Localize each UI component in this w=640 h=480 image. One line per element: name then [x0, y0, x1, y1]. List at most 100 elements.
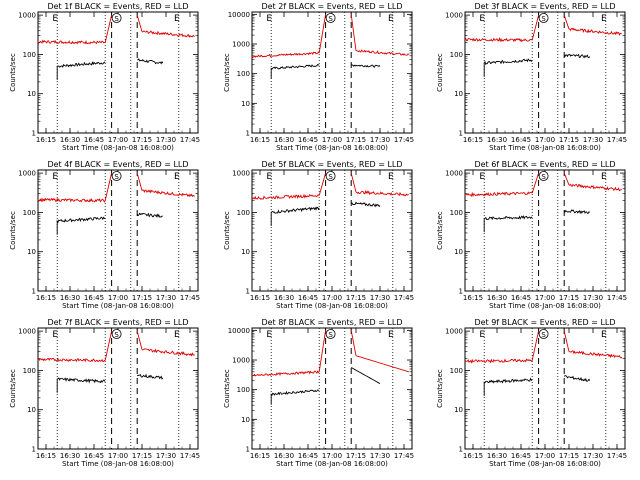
x-tick-label: 16:15 — [36, 294, 56, 302]
events-line — [351, 64, 381, 68]
panel-title: Det 7f BLACK = Events, RED = LLD — [47, 318, 188, 327]
plot-frame — [37, 169, 199, 292]
lld-line — [104, 14, 113, 43]
lld-line — [251, 51, 320, 59]
lld-line — [464, 191, 533, 198]
x-tick-label: 17:15 — [132, 452, 152, 460]
y-tick-label: 100 — [450, 51, 463, 59]
x-tick-label: 16:45 — [511, 136, 531, 144]
lld-line — [350, 172, 357, 193]
lld-line — [569, 27, 623, 37]
s-marker-circle — [325, 171, 336, 181]
s-marker: S — [328, 173, 333, 181]
lld-line — [37, 39, 106, 45]
lld-line — [37, 357, 106, 363]
y-tick-label: 1 — [246, 446, 250, 454]
s-marker: S — [328, 331, 333, 339]
panel-9: Det 9f BLACK = Events, RED = LLD 1 10 100 10… — [436, 318, 627, 468]
s-marker-circle — [538, 171, 549, 181]
x-tick-label: 17:15 — [346, 136, 366, 144]
y-tick-label: 1 — [32, 130, 36, 138]
y-tick-label: 100 — [23, 367, 36, 375]
x-tick-label: 17:45 — [180, 294, 200, 302]
y-axis-label: Counts/sec — [436, 53, 444, 92]
y-tick-label: 10 — [454, 406, 463, 414]
x-tick-label: 16:30 — [60, 136, 80, 144]
e-marker: E — [601, 330, 607, 340]
x-tick-label: 16:30 — [274, 136, 294, 144]
x-axis-label: Start Time (08-Jan-08 16:08:00) — [276, 302, 388, 310]
s-marker-circle — [111, 171, 122, 181]
e-marker: E — [52, 14, 58, 24]
y-axis-label: Counts/sec — [223, 369, 231, 408]
x-tick-label: 16:15 — [36, 452, 56, 460]
x-tick-label: 16:15 — [463, 294, 483, 302]
lld-line — [355, 189, 409, 197]
x-axis-label: Start Time (08-Jan-08 16:08:00) — [276, 460, 388, 468]
y-tick-label: 10000 — [228, 327, 250, 335]
y-tick-label: 1 — [459, 288, 463, 296]
y-axis-label: Counts/sec — [9, 211, 17, 250]
y-axis-label: Counts/sec — [223, 211, 231, 250]
panel-title: Det 3f BLACK = Events, RED = LLD — [474, 2, 615, 11]
s-marker: S — [541, 173, 546, 181]
panel-title: Det 6f BLACK = Events, RED = LLD — [474, 160, 615, 169]
x-tick-label: 17:45 — [180, 452, 200, 460]
panel-title: Det 5f BLACK = Events, RED = LLD — [261, 160, 402, 169]
y-tick-label: 1000 — [18, 328, 36, 336]
y-tick-label: 100 — [23, 51, 36, 59]
y-tick-label: 1000 — [18, 170, 36, 178]
e-marker: E — [52, 172, 58, 182]
y-axis-label: Counts/sec — [436, 369, 444, 408]
x-tick-label: 17:45 — [394, 136, 414, 144]
panel-3: Det 3f BLACK = Events, RED = LLD 1 10 100 10… — [436, 2, 627, 152]
events-line — [270, 389, 320, 405]
e-marker: E — [479, 330, 485, 340]
x-tick-label: 16:45 — [298, 136, 318, 144]
x-tick-label: 17:30 — [156, 452, 176, 460]
x-tick-label: 16:45 — [84, 294, 104, 302]
lld-line — [136, 330, 143, 350]
events-line — [56, 216, 106, 235]
x-tick-label: 16:45 — [84, 136, 104, 144]
y-tick-label: 1000 — [445, 12, 463, 20]
x-tick-label: 17:15 — [132, 136, 152, 144]
y-tick-label: 1 — [459, 130, 463, 138]
x-tick-label: 16:30 — [274, 294, 294, 302]
y-tick-label: 100 — [237, 70, 250, 78]
x-tick-label: 17:15 — [559, 294, 579, 302]
x-tick-label: 16:15 — [36, 136, 56, 144]
lld-line — [318, 14, 327, 53]
s-marker-circle — [111, 13, 122, 23]
x-tick-label: 17:45 — [394, 294, 414, 302]
x-tick-label: 17:15 — [346, 452, 366, 460]
x-axis-label: Start Time (08-Jan-08 16:08:00) — [62, 144, 174, 152]
e-marker: E — [174, 330, 180, 340]
y-tick-label: 1 — [246, 288, 250, 296]
y-tick-label: 100 — [23, 209, 36, 217]
events-line — [136, 212, 163, 218]
y-tick-label: 10 — [454, 90, 463, 98]
lld-line — [355, 49, 410, 56]
panel-title: Det 8f BLACK = Events, RED = LLD — [261, 318, 402, 327]
y-tick-label: 1 — [32, 288, 36, 296]
y-tick-label: 10 — [27, 248, 36, 256]
s-marker: S — [541, 331, 546, 339]
lld-line — [350, 330, 357, 356]
s-marker: S — [328, 15, 333, 23]
x-tick-label: 17:30 — [583, 452, 603, 460]
x-tick-label: 17:30 — [156, 136, 176, 144]
x-tick-label: 17:15 — [132, 294, 152, 302]
x-tick-label: 17:30 — [370, 294, 390, 302]
e-marker: E — [52, 330, 58, 340]
x-tick-label: 16:45 — [298, 452, 318, 460]
x-tick-label: 16:45 — [511, 452, 531, 460]
events-line — [483, 58, 533, 77]
lld-line — [350, 14, 357, 51]
events-line — [270, 63, 320, 79]
e-marker: E — [388, 14, 394, 24]
events-line — [137, 58, 164, 65]
x-tick-label: 17:00 — [108, 136, 128, 144]
e-marker: E — [388, 172, 394, 182]
